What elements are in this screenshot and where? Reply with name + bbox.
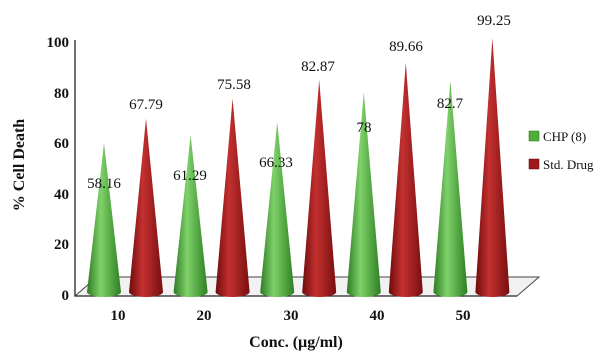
x-axis-title: Conc. (µg/ml) (249, 334, 343, 351)
cone-std-10 (129, 118, 163, 297)
x-tick-label: 10 (111, 308, 126, 324)
y-axis-ticks: 0 20 40 60 80 100 (47, 35, 70, 304)
legend: CHP (8) Std. Drug (528, 129, 594, 172)
y-tick-label: 40 (54, 187, 69, 203)
cone-chp-50 (433, 80, 468, 298)
y-tick-label: 100 (47, 35, 70, 51)
legend-label-std: Std. Drug (543, 157, 594, 172)
data-label-std-40: 89.66 (389, 39, 423, 55)
cone-chp-20 (173, 135, 208, 297)
data-label-std-10: 67.79 (129, 97, 163, 113)
data-label-std-20: 75.58 (217, 77, 251, 93)
x-tick-label: 50 (456, 308, 471, 324)
data-label-std-30: 82.87 (301, 59, 335, 75)
x-tick-label: 20 (197, 308, 212, 324)
data-label-chp-50: 82.7 (437, 96, 464, 112)
data-label-chp-10: 58.16 (87, 176, 121, 192)
y-tick-label: 80 (54, 86, 69, 102)
data-label-chp-30: 66.33 (259, 155, 293, 171)
cone-std-20 (215, 98, 250, 297)
x-tick-label: 30 (284, 308, 299, 324)
data-label-std-50: 99.25 (477, 13, 511, 29)
legend-swatch-std (528, 158, 540, 170)
cone-chp-10 (87, 143, 121, 297)
y-tick-label: 60 (54, 136, 69, 152)
legend-label-chp: CHP (8) (543, 129, 586, 144)
cone-chp-30 (260, 122, 295, 298)
x-tick-label: 40 (370, 308, 385, 324)
cone-chp-40 (346, 92, 381, 297)
y-tick-label: 0 (62, 288, 70, 304)
data-label-chp-20: 61.29 (173, 168, 207, 184)
cone-series (87, 37, 510, 298)
cone-std-40 (388, 62, 423, 298)
y-tick-label: 20 (54, 237, 69, 253)
cone-std-50 (475, 37, 510, 298)
data-labels: 58.16 61.29 66.33 78 82.7 67.79 75.58 82… (87, 13, 511, 192)
cone-std-30 (302, 79, 337, 297)
legend-swatch-chp (528, 130, 540, 142)
x-axis-ticks: 10 20 30 40 50 (111, 308, 471, 324)
data-label-chp-40: 78 (357, 120, 372, 136)
y-axis-title: % Cell Death (11, 119, 28, 212)
